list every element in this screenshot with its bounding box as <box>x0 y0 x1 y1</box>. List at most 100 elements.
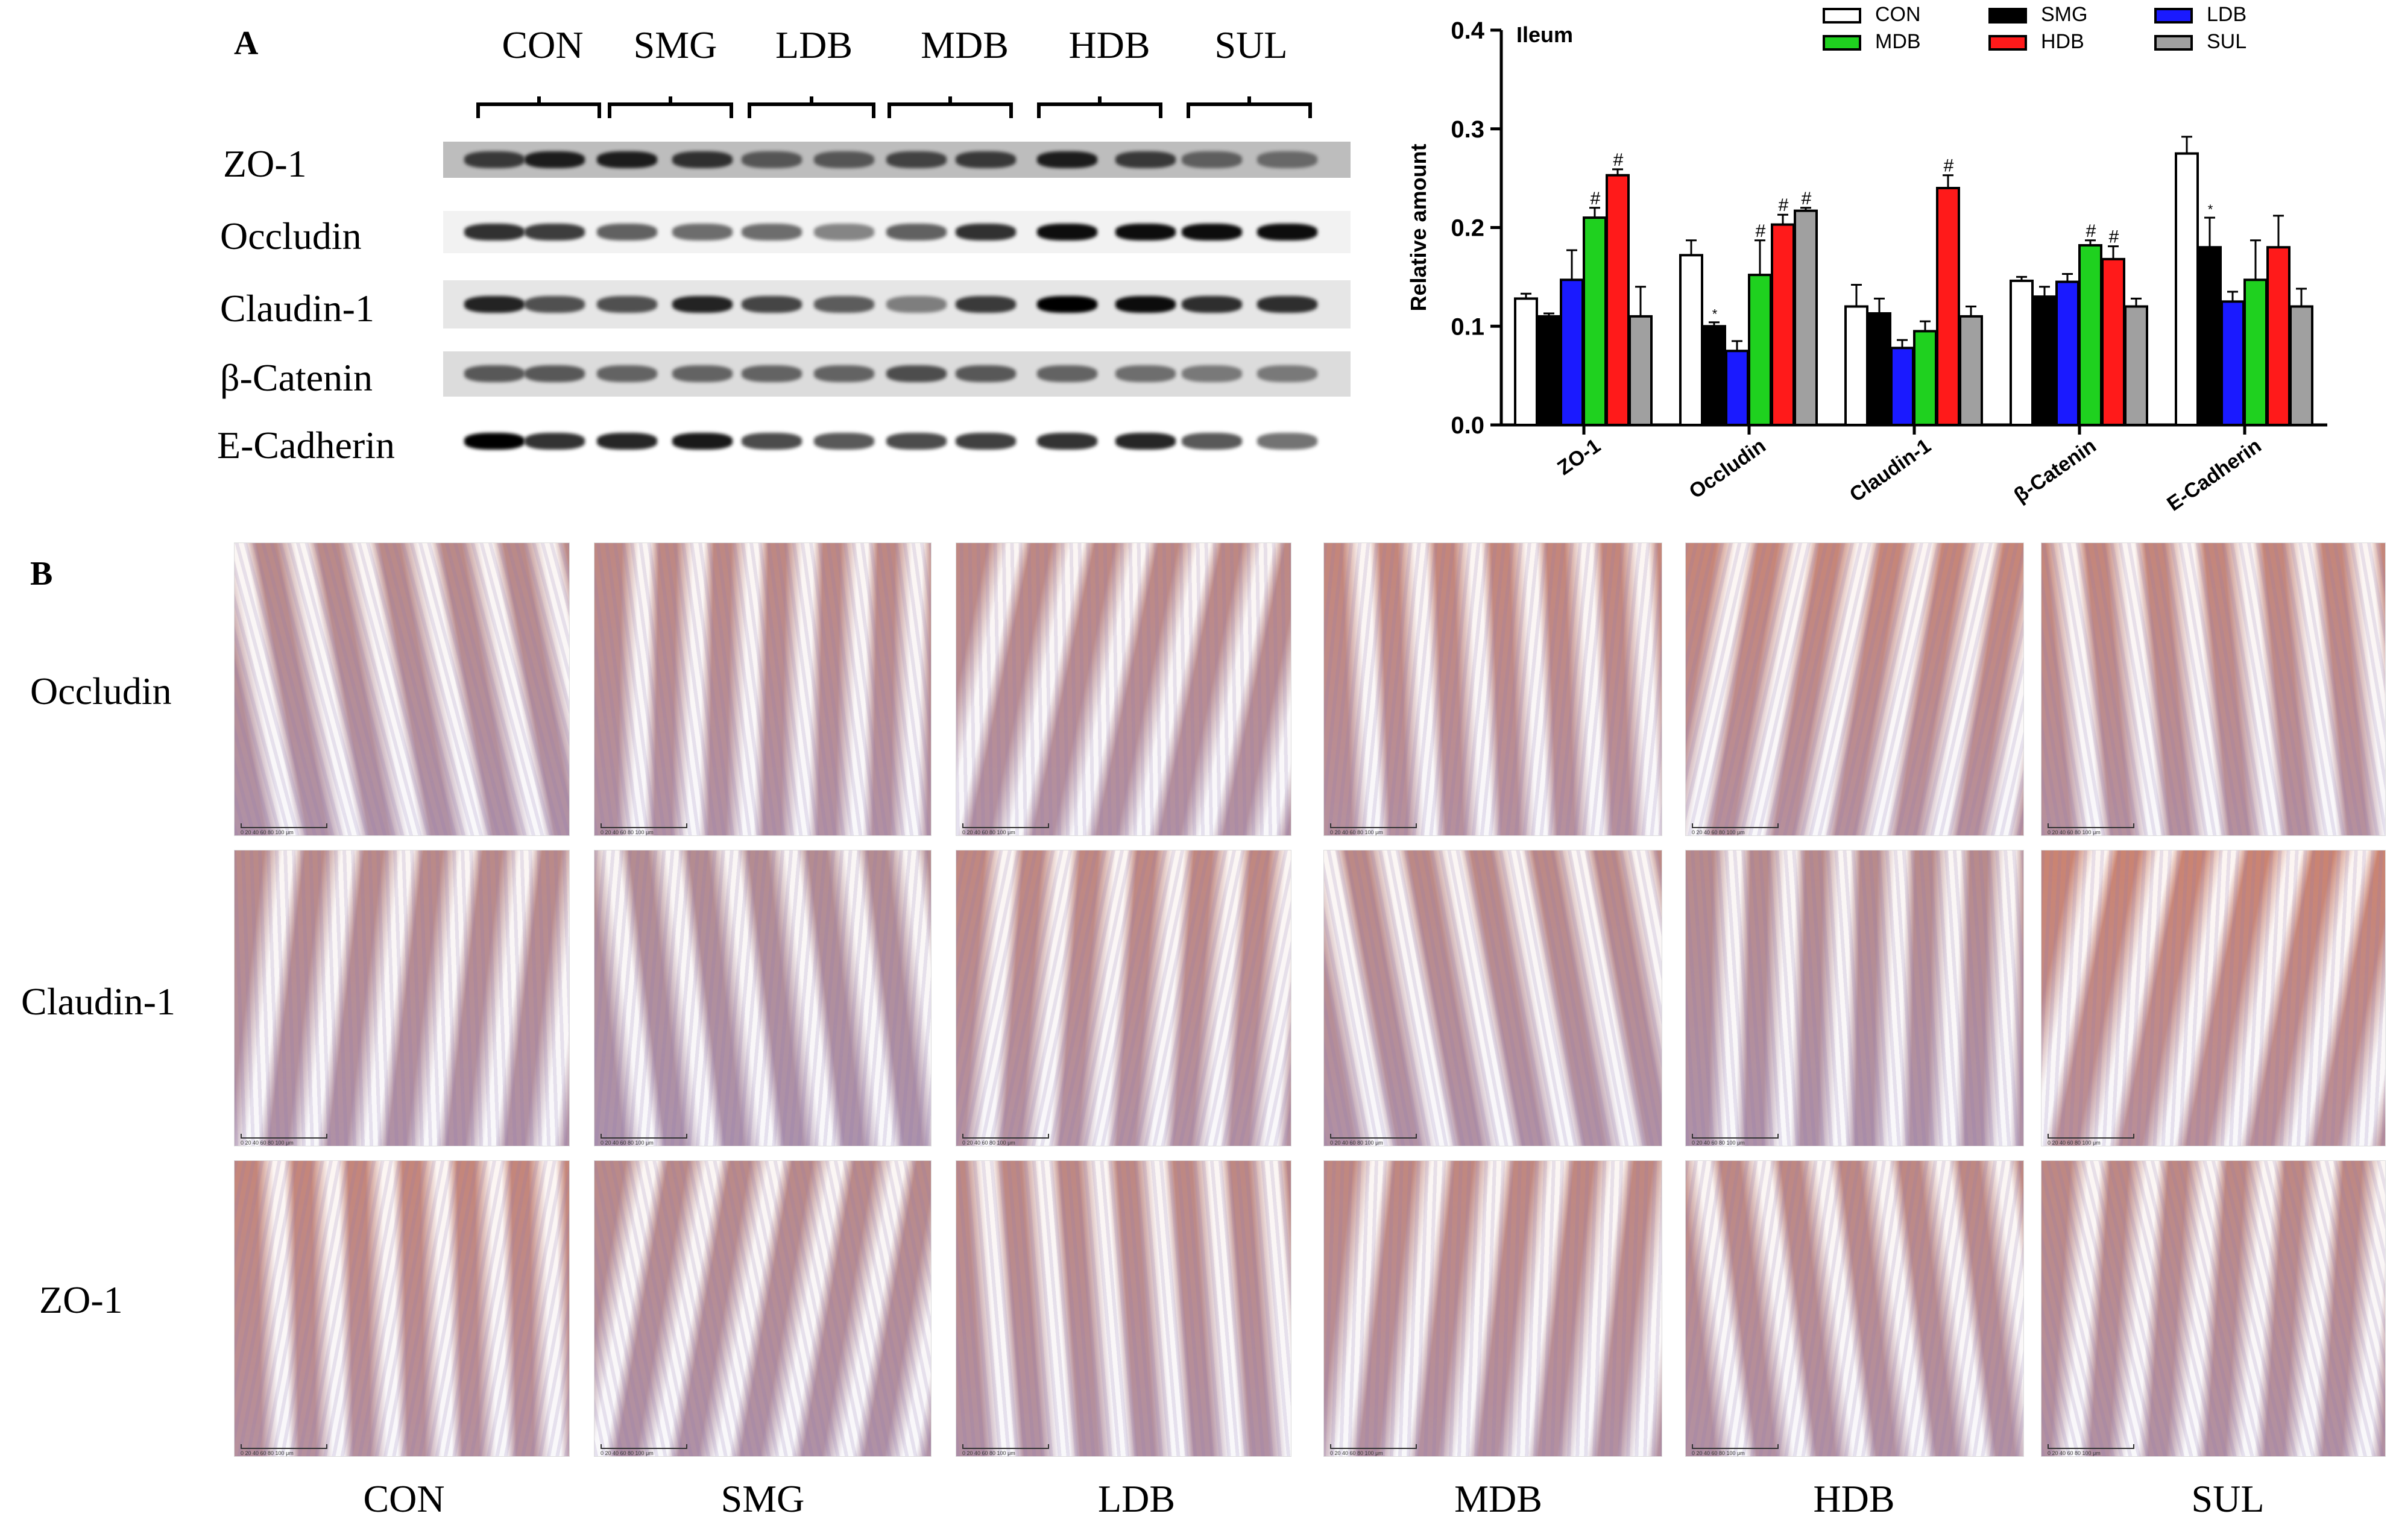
legend-label: LDB <box>2207 3 2246 26</box>
legend-swatch <box>1988 8 2027 24</box>
blot-band <box>1037 365 1097 382</box>
x-tick-label: E-Cadherin <box>2163 434 2265 515</box>
ihc-column-label: LDB <box>1098 1477 1175 1520</box>
y-axis-label: Relative amount <box>1406 143 1431 311</box>
blot-band <box>525 296 585 313</box>
blot-lane-label: HDB <box>1068 24 1150 66</box>
blot-band <box>956 365 1016 382</box>
blot-band <box>814 296 874 313</box>
scale-bar-label: 0 20 40 60 80 100 μm <box>601 1140 654 1146</box>
blot-strip-zo-1 <box>443 142 1351 178</box>
scale-bar <box>1692 823 1779 828</box>
bar <box>1679 254 1703 426</box>
scale-bar-label: 0 20 40 60 80 100 μm <box>1692 1450 1745 1456</box>
scale-bar-label: 0 20 40 60 80 100 μm <box>1330 1140 1383 1146</box>
legend-swatch <box>1823 8 1861 24</box>
blot-band <box>814 365 874 382</box>
blot-band <box>672 151 733 168</box>
blot-strip-claudin-1 <box>443 280 1351 328</box>
scale-bar-label: 0 20 40 60 80 100 μm <box>1692 1140 1745 1146</box>
bar <box>1867 312 1891 427</box>
legend-swatch <box>2154 8 2193 24</box>
blot-band <box>525 151 585 168</box>
ihc-column-label: HDB <box>1813 1477 1895 1520</box>
blot-band <box>956 296 1016 313</box>
bar <box>1890 347 1914 427</box>
scale-bar-label: 0 20 40 60 80 100 μm <box>2048 1140 2101 1146</box>
y-tick-label: 0.4 <box>1451 17 1484 44</box>
legend-label: SUL <box>2207 30 2246 53</box>
blot-band <box>597 296 657 313</box>
bar <box>2266 246 2291 426</box>
blot-protein-label: β-Catenin <box>220 356 373 399</box>
blot-band <box>742 365 802 382</box>
blot-band <box>525 365 585 382</box>
scale-bar-label: 0 20 40 60 80 100 μm <box>241 1450 294 1456</box>
panel-b-label: B <box>30 555 53 592</box>
scale-bar <box>601 1444 687 1449</box>
ihc-image-claudin-1-smg: 0 20 40 60 80 100 μm <box>594 850 932 1146</box>
scale-bar <box>2048 823 2134 828</box>
scale-bar-label: 0 20 40 60 80 100 μm <box>241 829 294 835</box>
legend-label: MDB <box>1875 30 1921 53</box>
scale-bar <box>1692 1444 1779 1449</box>
blot-strip--catenin <box>443 351 1351 397</box>
legend-label: CON <box>1875 3 1921 26</box>
scale-bar <box>1330 823 1417 828</box>
bar <box>2078 244 2102 426</box>
y-tick-label: 0.3 <box>1451 116 1484 143</box>
bar <box>1702 325 1726 426</box>
legend-swatch <box>1823 35 1861 51</box>
blot-band <box>672 296 733 313</box>
significance-mark: # <box>1613 150 1624 170</box>
ihc-row-label: ZO-1 <box>39 1278 123 1321</box>
blot-band <box>1115 224 1176 240</box>
bracket-tick <box>669 96 672 106</box>
significance-mark: # <box>1756 221 1766 241</box>
scale-bar <box>962 1134 1049 1139</box>
x-tick-label: Claudin-1 <box>1846 434 1935 506</box>
blot-band <box>886 224 947 240</box>
blot-band <box>886 151 947 168</box>
scale-bar-label: 0 20 40 60 80 100 μm <box>962 1140 1015 1146</box>
bracket-tick <box>537 96 541 106</box>
blot-band <box>1115 365 1176 382</box>
bracket-tick <box>948 96 952 106</box>
ihc-image-occludin-ldb: 0 20 40 60 80 100 μm <box>956 542 1291 836</box>
panel-a-label: A <box>234 25 259 62</box>
blot-band <box>956 224 1016 240</box>
scale-bar-label: 0 20 40 60 80 100 μm <box>601 1450 654 1456</box>
ihc-image-claudin-1-hdb: 0 20 40 60 80 100 μm <box>1685 850 2024 1146</box>
bracket-tick <box>1098 96 1102 106</box>
scale-bar-label: 0 20 40 60 80 100 μm <box>2048 829 2101 835</box>
significance-mark: * <box>2208 202 2213 217</box>
ihc-image-occludin-con: 0 20 40 60 80 100 μm <box>234 542 570 836</box>
blot-band <box>464 151 525 168</box>
blot-band <box>1182 224 1242 240</box>
ihc-row-label: Occludin <box>30 670 172 712</box>
scale-bar <box>241 823 327 828</box>
bar <box>1560 278 1584 426</box>
bar <box>1794 209 1818 426</box>
ihc-image-zo-1-sul: 0 20 40 60 80 100 μm <box>2041 1160 2386 1457</box>
y-tick-label: 0.1 <box>1451 313 1484 340</box>
ileum-bar-chart: 0.0 0.1 0.2 0.3 0.4 Relative amount Ileum # # ZO-… <box>1406 3 2327 516</box>
bar <box>1537 315 1561 426</box>
scale-bar <box>601 1134 687 1139</box>
scale-bar <box>1330 1444 1417 1449</box>
legend-label: HDB <box>2041 30 2084 53</box>
ihc-image-zo-1-hdb: 0 20 40 60 80 100 μm <box>1685 1160 2024 1457</box>
bar <box>2243 278 2268 426</box>
ihc-image-zo-1-mdb: 0 20 40 60 80 100 μm <box>1323 1160 1662 1457</box>
scale-bar-label: 0 20 40 60 80 100 μm <box>962 1450 1015 1456</box>
scale-bar <box>1692 1134 1779 1139</box>
blot-band <box>525 224 585 240</box>
blot-band <box>742 151 802 168</box>
blot-lane-label: SMG <box>633 24 717 66</box>
ihc-column-label: SMG <box>720 1477 805 1520</box>
ihc-image-claudin-1-mdb: 0 20 40 60 80 100 μm <box>1323 850 1662 1146</box>
ihc-row-label: Claudin-1 <box>21 980 175 1023</box>
scale-bar-label: 0 20 40 60 80 100 μm <box>1330 829 1383 835</box>
blot-lane-bracket <box>1037 96 1162 118</box>
blot-band <box>597 151 657 168</box>
